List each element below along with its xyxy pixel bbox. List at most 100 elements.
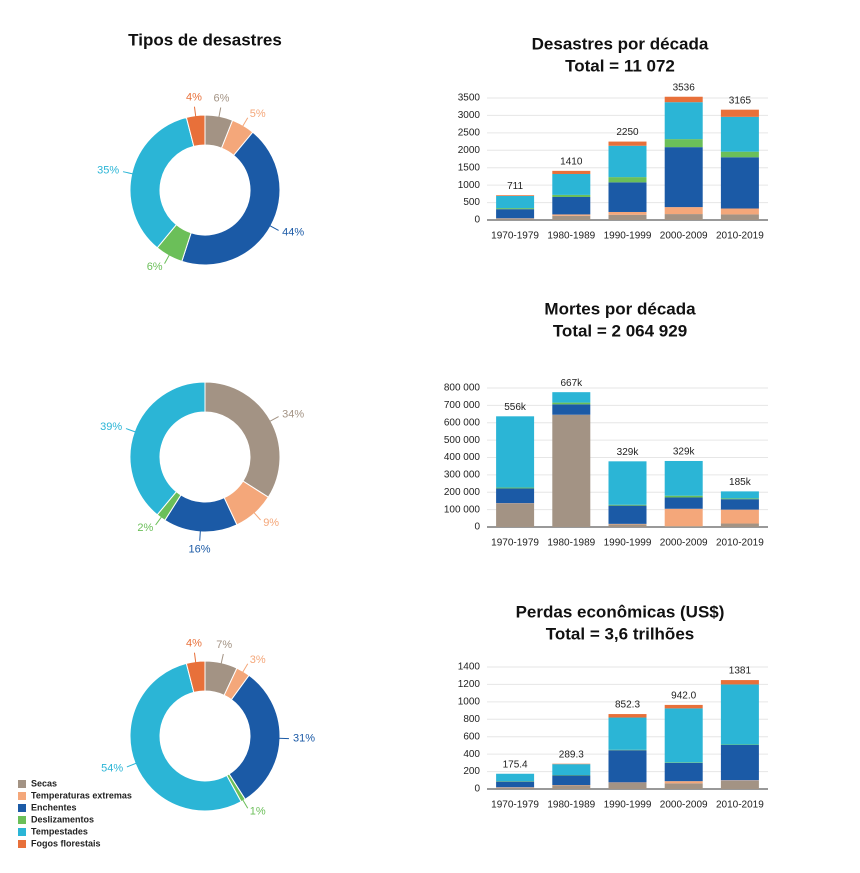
legend-label: Tempestades <box>31 826 88 836</box>
legend-swatch <box>18 840 26 848</box>
chart-subtitle: Total = 11 072 <box>565 56 675 75</box>
legend-label: Temperaturas extremas <box>31 790 132 800</box>
bar-segment <box>664 708 703 763</box>
bar-segment <box>664 781 703 784</box>
leader-line <box>164 253 171 264</box>
total-label: 667k <box>560 378 583 389</box>
bar-segment <box>720 498 759 500</box>
leader-line <box>252 511 261 521</box>
donut-slice <box>181 131 281 266</box>
leader-line <box>268 416 279 423</box>
leader-line <box>241 798 249 809</box>
donut-slice <box>204 381 281 498</box>
y-tick-label: 3500 <box>458 93 481 104</box>
slice-label: 39% <box>100 421 122 433</box>
total-label: 1381 <box>729 666 752 677</box>
bar-segment <box>496 488 535 504</box>
donut-slice <box>129 116 195 249</box>
total-label: 289.3 <box>559 749 584 760</box>
bar-segment <box>608 782 647 789</box>
bar-segment <box>608 141 647 146</box>
bar-segment <box>496 218 535 220</box>
bar-segment <box>608 717 647 750</box>
legend-label: Deslizamentos <box>31 814 94 824</box>
bar-segment <box>720 680 759 685</box>
bar-segment <box>496 503 535 527</box>
bar-segment <box>720 780 759 789</box>
x-tick-label: 1980-1989 <box>547 800 595 811</box>
y-tick-label: 1000 <box>458 696 481 707</box>
leader-line <box>199 529 201 541</box>
chart-subtitle: Total = 3,6 trilhões <box>546 624 694 643</box>
bar-segment <box>664 762 703 782</box>
bar-segment <box>720 116 759 152</box>
x-tick-label: 2010-2019 <box>716 231 764 242</box>
y-tick-label: 0 <box>474 215 480 226</box>
bar-segment <box>608 523 647 525</box>
leader-line <box>193 652 197 664</box>
total-label: 852.3 <box>615 700 640 711</box>
bar-segment <box>496 416 535 488</box>
bar-segment <box>496 781 535 788</box>
slice-label: 1% <box>250 806 266 818</box>
y-tick-label: 1500 <box>458 162 481 173</box>
leader-line <box>241 663 249 674</box>
total-label: 329k <box>673 447 696 458</box>
bar-segment <box>496 487 535 489</box>
leader-line <box>126 762 138 768</box>
slice-label: 4% <box>186 638 202 650</box>
chart-title: Mortes por década <box>544 299 696 318</box>
donut-slice <box>228 674 281 801</box>
y-tick-label: 1400 <box>458 662 481 673</box>
slice-label: 3% <box>250 654 266 666</box>
y-tick-label: 600 000 <box>444 417 481 428</box>
bar-segment <box>664 704 703 709</box>
total-label: 556k <box>504 402 527 413</box>
y-tick-label: 1000 <box>458 180 481 191</box>
leader-line <box>241 117 249 128</box>
y-tick-label: 200 000 <box>444 487 481 498</box>
legend-swatch <box>18 780 26 788</box>
bar-segment <box>608 214 647 220</box>
bar-segment <box>608 177 647 183</box>
y-tick-label: 700 000 <box>444 400 481 411</box>
y-tick-label: 100 000 <box>444 504 481 515</box>
total-label: 185k <box>729 477 752 488</box>
bar-segment <box>664 783 703 789</box>
slice-label: 54% <box>101 762 123 774</box>
x-tick-label: 1990-1999 <box>604 231 652 242</box>
bar-segment <box>720 523 759 527</box>
bar-segment <box>664 147 703 208</box>
total-label: 175.4 <box>503 759 528 770</box>
chart-title: Perdas econômicas (US$) <box>516 602 725 621</box>
bar-segment <box>664 207 703 215</box>
total-label: 2250 <box>616 127 639 138</box>
slice-label: 5% <box>250 108 266 120</box>
bar-segment <box>496 787 535 789</box>
bar-segment <box>608 750 647 783</box>
y-tick-label: 0 <box>474 784 480 795</box>
leader-line <box>125 428 137 433</box>
donut-slice <box>129 381 206 516</box>
bar-segment <box>720 157 759 209</box>
bar-segment <box>552 414 591 527</box>
x-tick-label: 1970-1979 <box>491 231 539 242</box>
y-tick-label: 2500 <box>458 127 481 138</box>
x-tick-label: 1970-1979 <box>491 800 539 811</box>
total-label: 329k <box>617 447 640 458</box>
y-tick-label: 3000 <box>458 110 481 121</box>
donut-slice <box>185 660 206 694</box>
legend-swatch <box>18 828 26 836</box>
slice-label: 4% <box>186 92 202 104</box>
bar-segment <box>552 196 591 215</box>
bar-segment <box>608 524 647 527</box>
leader-line <box>220 653 224 665</box>
y-tick-label: 800 000 <box>444 383 481 394</box>
bar-segment <box>552 775 591 786</box>
bar-segment <box>552 214 591 216</box>
bar-segment <box>496 208 535 210</box>
leader-line <box>193 106 197 118</box>
x-tick-label: 1990-1999 <box>604 800 652 811</box>
y-tick-label: 500 <box>463 197 480 208</box>
